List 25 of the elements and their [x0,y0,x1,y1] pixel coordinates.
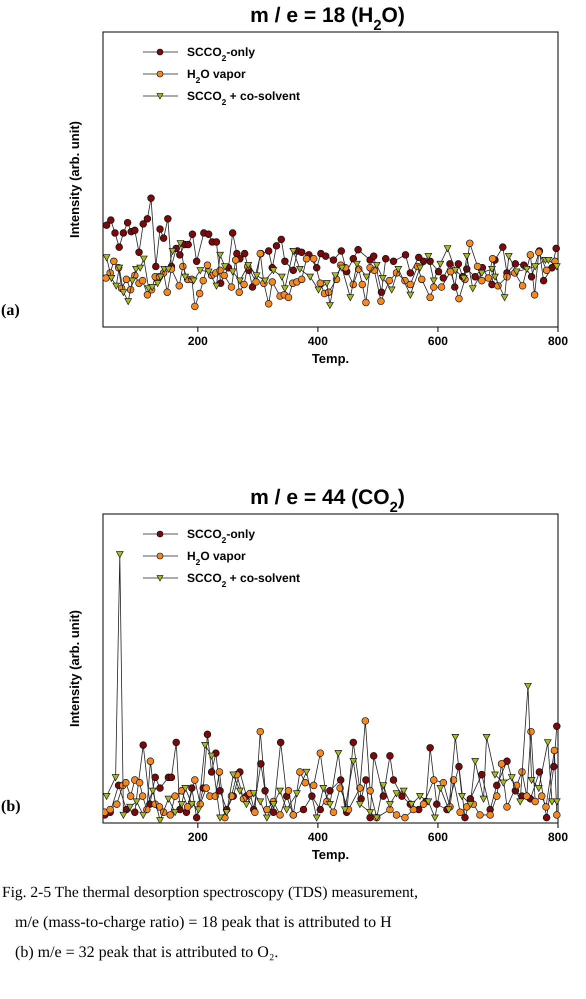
x-tick-label: 200 [188,334,208,348]
x-tick-label: 600 [428,334,448,348]
caption: Fig. 2-5 The thermal desorption spectroscopy (TDS) measurement, [2,884,418,901]
legend-label: SCCO$_{2}$-only [187,45,256,63]
x-axis-title: Temp. [312,847,350,862]
x-tick-label: 400 [308,334,328,348]
chart-title: m / e = 44 (CO$_{2}$) [250,486,405,516]
text: m/e (mass-to-charge ratio) = 18 peak that is attributed to H [15,914,392,931]
legend-label: SCCO$_{2}$-only [187,527,256,545]
legend-label: SCCO$_{2}$ + co-solvent [187,89,300,107]
legend-label: H$_{2}$O vapor [187,549,246,567]
text: (b) m/e = 32 peak that is attributed to O₂. [15,944,278,961]
x-tick-label: 800 [548,830,568,844]
x-axis-title: Temp. [312,351,350,366]
x-tick-label: 600 [428,830,448,844]
legend-label: H$_{2}$O vapor [187,67,246,85]
x-tick-label: 400 [308,830,328,844]
chart-title: m / e = 18 (H$_{2}$O) [250,4,405,34]
x-tick-label: 200 [188,830,208,844]
y-axis-title: Intensity (arb. unit) [67,610,82,727]
legend-label: SCCO$_{2}$ + co-solvent [187,571,300,589]
x-tick-label: 800 [548,334,568,348]
text: (b) [1,798,21,815]
text: (a) [1,302,20,319]
y-axis-title: Intensity (arb. unit) [67,121,82,238]
